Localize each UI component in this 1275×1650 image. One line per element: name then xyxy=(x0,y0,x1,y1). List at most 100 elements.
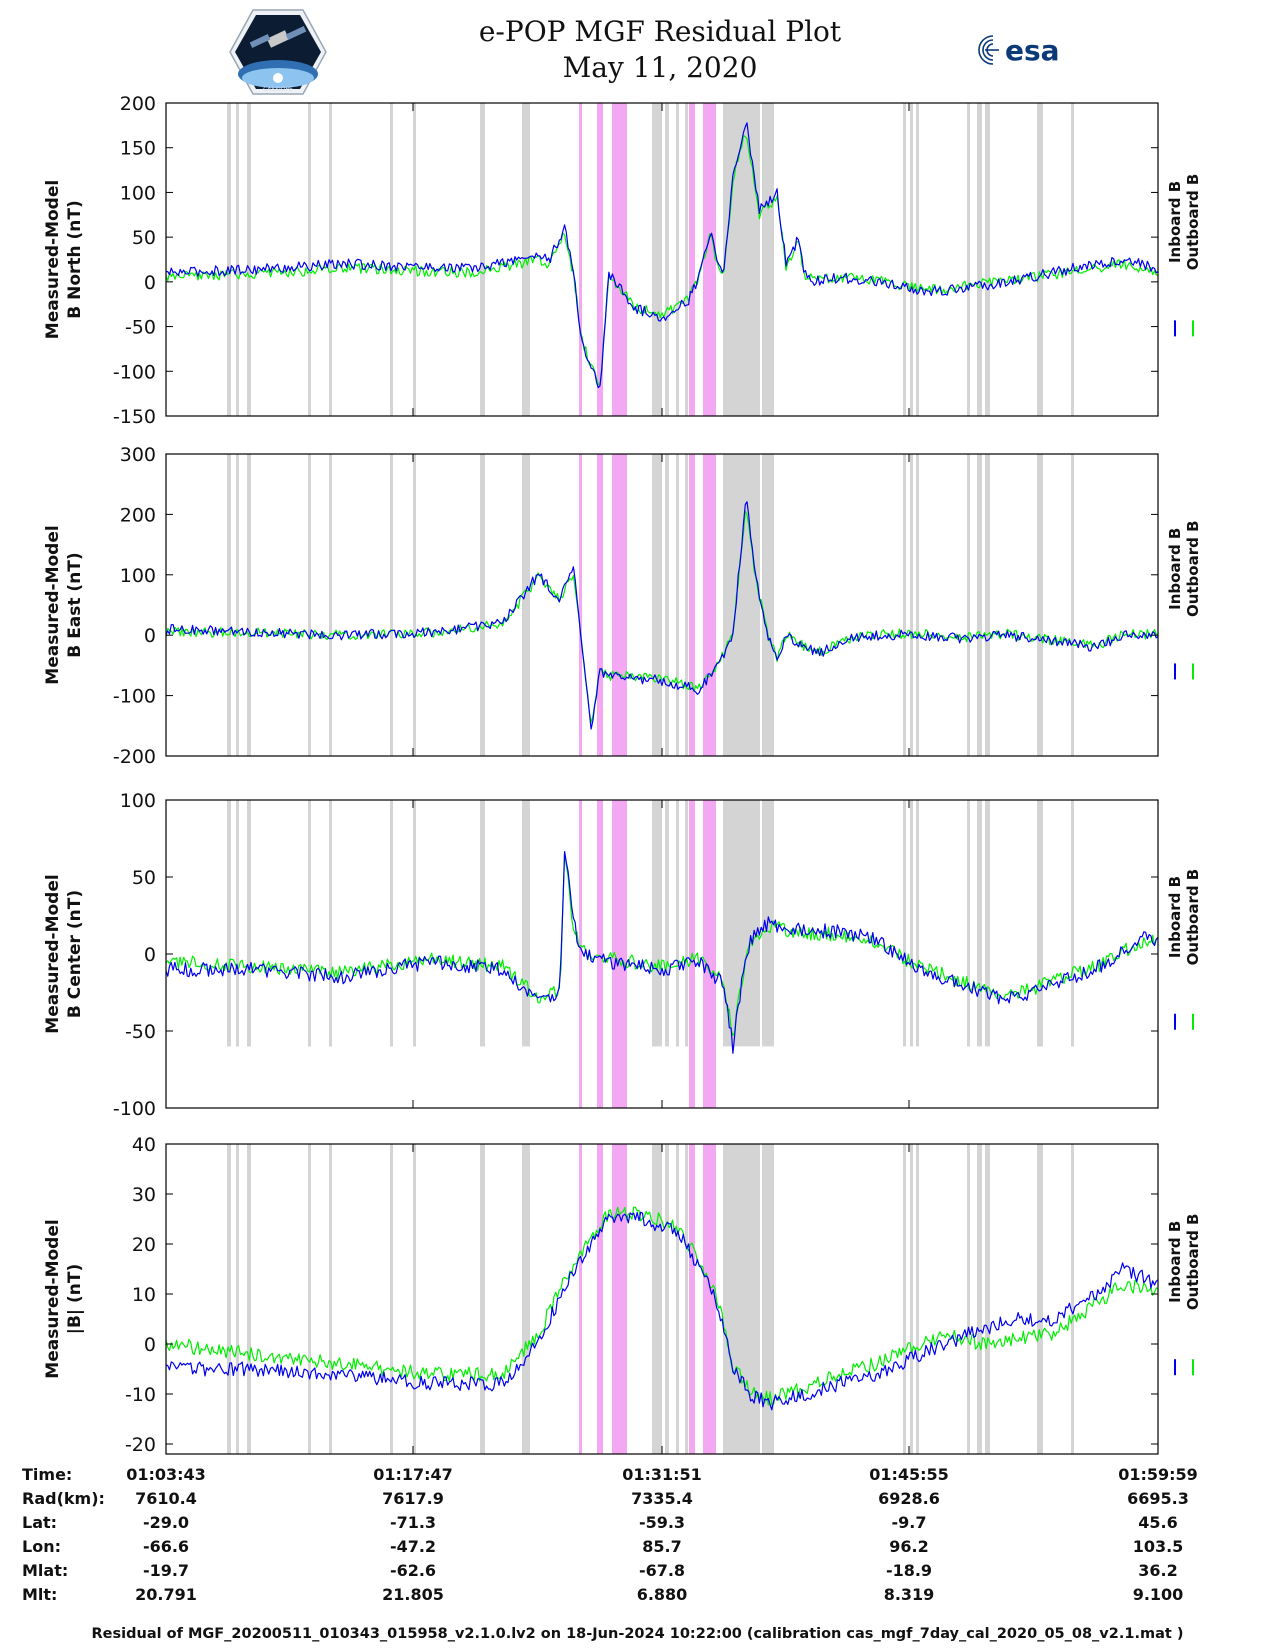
gray-band-12 xyxy=(676,1144,679,1454)
pink-band-5 xyxy=(703,454,716,756)
gray-band-12 xyxy=(676,800,679,1047)
gray-band-17 xyxy=(910,800,913,1047)
gray-band-23 xyxy=(1071,103,1074,416)
gray-band-2 xyxy=(236,800,239,1047)
inboard-series-line xyxy=(166,122,1159,389)
pink-band-2 xyxy=(597,454,603,756)
gray-band-7 xyxy=(413,800,416,1047)
y-tick-label: -100 xyxy=(113,1098,156,1120)
panel-1: 200 150 100 50 0 -50 -100 -150 Measured-Model B N… xyxy=(43,93,1202,428)
pink-band-2 xyxy=(597,1144,603,1454)
gray-band-14 xyxy=(723,454,760,756)
inboard-series-line xyxy=(165,501,1159,730)
gray-band-4 xyxy=(308,103,311,416)
gray-band-7 xyxy=(413,103,416,416)
gray-band-17 xyxy=(910,103,913,416)
y-tick-label: 300 xyxy=(120,444,156,466)
gray-band-19 xyxy=(967,103,970,416)
orbit-info-cell: -47.2 xyxy=(389,1537,437,1556)
orbit-info-row-label: Lon: xyxy=(22,1537,61,1556)
orbit-info-cell: -18.9 xyxy=(885,1561,933,1580)
gray-band-20 xyxy=(977,454,982,756)
legend-labels: Inboard BOutboard B xyxy=(1166,1214,1202,1311)
gray-band-14 xyxy=(723,800,760,1047)
gray-band-22 xyxy=(1037,1144,1043,1454)
y-tick-label: -100 xyxy=(113,361,156,383)
legend-outboard-label: Outboard B xyxy=(1184,174,1202,271)
cassiope-logo: CASSIOPE xyxy=(229,9,327,95)
gray-band-3 xyxy=(247,1144,251,1454)
orbit-info-cell: -71.3 xyxy=(389,1513,437,1532)
y-tick-label: 50 xyxy=(132,867,156,889)
chart-title-line-1: e-POP MGF Residual Plot xyxy=(478,15,842,48)
panel-2: 300 200 100 0 -100 -200 Measured-Model B East (… xyxy=(43,444,1202,768)
gray-band-23 xyxy=(1071,454,1074,756)
pink-band-3 xyxy=(612,1144,627,1454)
gray-band-19 xyxy=(967,1144,970,1454)
esa-logo-text: esa xyxy=(1005,34,1060,67)
gray-band-10 xyxy=(652,1144,662,1454)
orbit-info-cell: 01:17:47 xyxy=(373,1465,453,1484)
gray-band-5 xyxy=(329,454,332,756)
gray-band-15 xyxy=(762,454,774,756)
gray-band-13 xyxy=(685,800,688,1047)
plot-caption: Residual of MGF_20200511_010343_015958_v… xyxy=(91,1626,1184,1642)
gray-band-10 xyxy=(652,103,662,416)
orbit-info-cell: 21.805 xyxy=(382,1585,444,1604)
orbit-info-row-label: Rad(km): xyxy=(22,1489,105,1508)
orbit-info-cell: 7610.4 xyxy=(135,1489,197,1508)
gray-band-12 xyxy=(676,103,679,416)
legend-inboard-label: Inboard B xyxy=(1166,876,1184,958)
orbit-info-row-label: Time: xyxy=(22,1465,73,1484)
orbit-info-cell: -29.0 xyxy=(142,1513,190,1532)
gray-band-11 xyxy=(665,1144,669,1454)
pink-band-5 xyxy=(703,103,716,416)
gray-band-16 xyxy=(903,1144,906,1454)
outboard-series-line xyxy=(165,1206,1159,1406)
orbit-info-cell: 01:03:43 xyxy=(126,1465,206,1484)
outboard-series-line xyxy=(165,134,1159,385)
y-tick-label: 150 xyxy=(120,138,156,160)
y-tick-label: 100 xyxy=(120,182,156,204)
gray-band-15 xyxy=(762,103,774,416)
gray-band-19 xyxy=(967,800,970,1047)
y-tick-label: -10 xyxy=(125,1384,156,1406)
gray-band-18 xyxy=(916,103,919,416)
y-tick-label: -100 xyxy=(113,686,156,708)
y-tick-label: 100 xyxy=(120,790,156,812)
y-tick-label: 200 xyxy=(120,93,156,115)
orbit-info-cell: 6695.3 xyxy=(1127,1489,1189,1508)
gray-band-9 xyxy=(522,454,530,756)
orbit-info-cell: -67.8 xyxy=(638,1561,686,1580)
orbit-info-row-label: Mlat: xyxy=(22,1561,69,1580)
legend-labels: Inboard BOutboard B xyxy=(1166,174,1202,271)
gray-band-17 xyxy=(910,454,913,756)
gray-band-1 xyxy=(227,1144,231,1454)
gray-band-16 xyxy=(903,103,906,416)
gray-band-1 xyxy=(227,103,231,416)
y-tick-label: -50 xyxy=(125,317,156,339)
pink-band-5 xyxy=(703,1144,716,1454)
pink-band-1 xyxy=(579,1144,582,1454)
legend-labels: Inboard BOutboard B xyxy=(1166,520,1202,617)
cassiope-logo-text: CASSIOPE xyxy=(263,86,293,93)
y-tick-label: 0 xyxy=(144,1334,156,1356)
gray-band-21 xyxy=(985,800,990,1047)
orbit-info-cell: 7335.4 xyxy=(631,1489,693,1508)
gray-band-22 xyxy=(1037,103,1043,416)
orbit-info-row: Lat: -29.0 -71.3 -59.3 -9.7 45.6 xyxy=(0,1513,1275,1537)
orbit-info-cell: 20.791 xyxy=(135,1585,197,1604)
gray-band-14 xyxy=(723,1144,760,1454)
gray-band-8 xyxy=(480,1144,485,1454)
orbit-info-cell: -9.7 xyxy=(891,1513,927,1532)
gray-band-11 xyxy=(665,800,669,1047)
legend-outboard-label: Outboard B xyxy=(1184,520,1202,617)
gray-band-13 xyxy=(685,1144,688,1454)
legend-labels: Inboard BOutboard B xyxy=(1166,869,1202,966)
orbit-info-table: Time: 01:03:43 01:17:47 01:31:51 01:45:55 01:… xyxy=(0,1465,1275,1615)
gray-band-20 xyxy=(977,103,982,416)
gray-band-11 xyxy=(665,454,669,756)
y-tick-label: 200 xyxy=(120,504,156,526)
y-tick-label: 20 xyxy=(132,1234,156,1256)
